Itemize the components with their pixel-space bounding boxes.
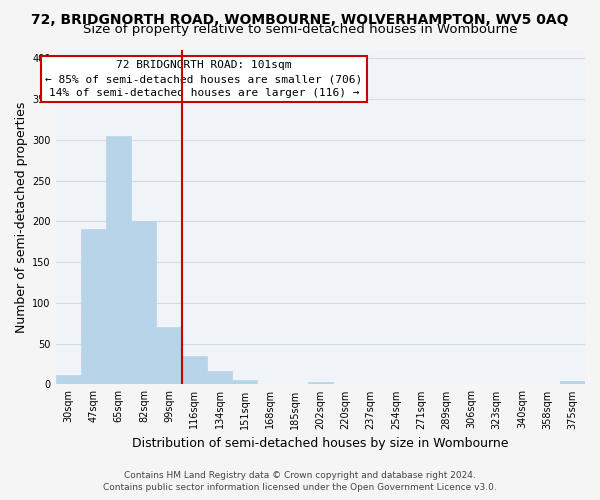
Bar — [182, 356, 207, 384]
Y-axis label: Number of semi-detached properties: Number of semi-detached properties — [15, 102, 28, 333]
Bar — [81, 230, 106, 384]
Bar — [560, 381, 585, 384]
X-axis label: Distribution of semi-detached houses by size in Wombourne: Distribution of semi-detached houses by … — [132, 437, 509, 450]
Bar — [157, 328, 182, 384]
Bar — [232, 380, 257, 384]
Bar — [207, 370, 232, 384]
Bar — [106, 136, 131, 384]
Bar — [308, 382, 333, 384]
Text: 72, BRIDGNORTH ROAD, WOMBOURNE, WOLVERHAMPTON, WV5 0AQ: 72, BRIDGNORTH ROAD, WOMBOURNE, WOLVERHA… — [31, 12, 569, 26]
Text: 72 BRIDGNORTH ROAD: 101sqm
← 85% of semi-detached houses are smaller (706)
14% o: 72 BRIDGNORTH ROAD: 101sqm ← 85% of semi… — [45, 60, 362, 98]
Bar — [56, 376, 81, 384]
Bar — [131, 222, 157, 384]
Text: Contains HM Land Registry data © Crown copyright and database right 2024.
Contai: Contains HM Land Registry data © Crown c… — [103, 471, 497, 492]
Text: Size of property relative to semi-detached houses in Wombourne: Size of property relative to semi-detach… — [83, 22, 517, 36]
